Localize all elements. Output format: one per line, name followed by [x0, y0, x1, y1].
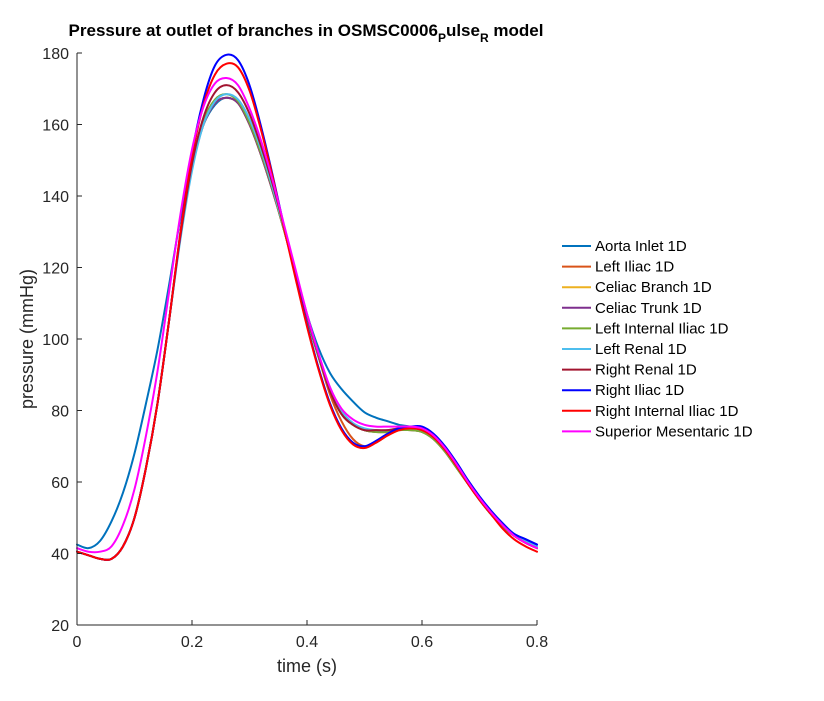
y-tick-label: 100 [42, 332, 69, 349]
legend-label-5: Left Renal 1D [595, 341, 687, 358]
legend-label-4: Left Internal Iliac 1D [595, 320, 729, 337]
legend-label-8: Right Internal Iliac 1D [595, 403, 739, 420]
series-line-9 [76, 76, 538, 554]
title-end: model [489, 21, 544, 40]
title-main: Pressure at outlet of branches in OSMSC0… [69, 21, 438, 40]
x-tick-label: 0 [73, 634, 82, 651]
y-tick-label: 160 [42, 118, 69, 135]
y-tick-label: 80 [51, 404, 69, 421]
y-tick-label: 40 [51, 547, 69, 564]
chart-title: Pressure at outlet of branches in OSMSC0… [69, 21, 544, 45]
x-axis-label: time (s) [277, 656, 337, 676]
series-lines [76, 53, 538, 561]
y-tick-label: 120 [42, 261, 69, 278]
x-tick-label: 0.6 [411, 634, 433, 651]
y-tick-label: 60 [51, 475, 69, 492]
y-axis-label: pressure (mmHg) [17, 269, 37, 409]
title-subscript-2: R [480, 31, 489, 45]
legend: Aorta Inlet 1D Left Iliac 1D Celiac Branch… [562, 238, 753, 440]
legend-label-2: Celiac Branch 1D [595, 279, 712, 296]
title-middle: ulse [446, 21, 480, 40]
legend-label-3: Celiac Trunk 1D [595, 300, 702, 317]
legend-label-0: Aorta Inlet 1D [595, 238, 687, 255]
y-tick-label: 140 [42, 189, 69, 206]
tick-labels: 0 0.2 0.4 0.6 0.8 20 40 60 80 100 120 140 160 180 [42, 46, 548, 651]
x-tick-label: 0.8 [526, 634, 548, 651]
legend-label-7: Right Iliac 1D [595, 382, 684, 399]
x-tick-label: 0.2 [181, 634, 203, 651]
plot-area [77, 53, 537, 625]
legend-label-1: Left Iliac 1D [595, 259, 674, 276]
title-subscript-1: P [438, 31, 446, 45]
legend-label-6: Right Renal 1D [595, 362, 697, 379]
y-tick-label: 180 [42, 46, 69, 63]
y-tick-label: 20 [51, 618, 69, 635]
axes [76, 52, 538, 626]
x-tick-label: 0.4 [296, 634, 318, 651]
legend-label-9: Superior Mesentaric 1D [595, 423, 753, 440]
